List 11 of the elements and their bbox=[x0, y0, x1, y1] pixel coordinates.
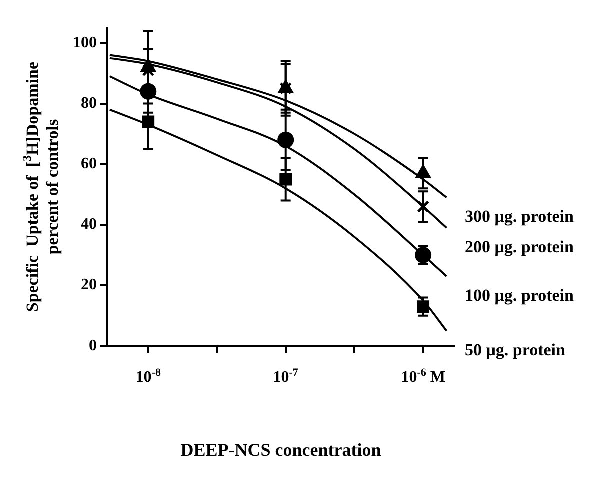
y-tick-label: 0 bbox=[89, 337, 97, 354]
series-label: 200 μg. protein bbox=[465, 237, 575, 256]
y-tick-label: 100 bbox=[73, 34, 97, 52]
series-label: 100 μg. protein bbox=[465, 286, 575, 305]
series-label: 300 μg. protein bbox=[465, 207, 575, 226]
y-tick-label: 20 bbox=[81, 276, 97, 294]
y-tick-label: 40 bbox=[81, 216, 97, 234]
series-label: 50 μg. protein bbox=[465, 340, 566, 360]
x-axis-title: DEEP-NCS concentration bbox=[180, 440, 382, 460]
y-tick-label: 60 bbox=[81, 156, 97, 173]
y-tick-label: 80 bbox=[81, 94, 97, 112]
